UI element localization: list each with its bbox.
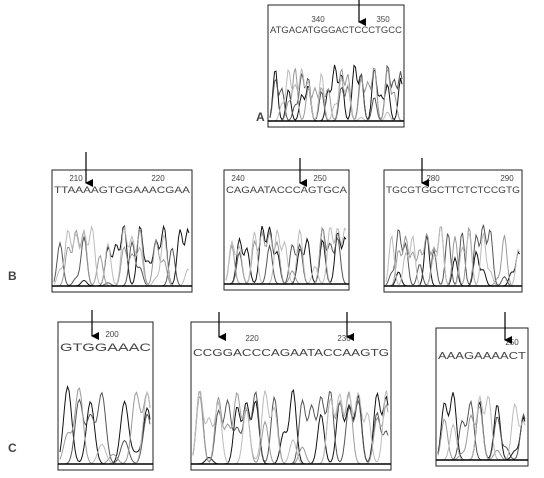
sequence: TGCGTGGCTTCTCTCCGTG [386, 185, 520, 195]
plot-frame [267, 4, 405, 128]
chromatogram: TTAAAAGTGGAAACGAA 210 220 [51, 169, 193, 293]
position-number: 220 [151, 174, 165, 183]
sequence: ATGACATGGGACTCCCTGCC [270, 25, 403, 35]
plot-frame [383, 169, 523, 293]
arrows [85, 0, 512, 344]
panel-label: C [8, 441, 17, 455]
position-number: 210 [69, 174, 83, 183]
position-number: 350 [376, 15, 390, 24]
panel-label: B [8, 269, 17, 283]
chromatogram: TGCGTGGCTTCTCTCCGTG 280 290 [383, 169, 523, 293]
trace [385, 224, 520, 287]
chromatogram: AAAGAAAACT 250 [435, 327, 529, 467]
position-number: 280 [426, 174, 440, 183]
chromatogram: CCGGACCCAGAATACCAAGTG 220 230 [190, 321, 392, 471]
plot-frame [223, 169, 350, 291]
trace [269, 64, 403, 122]
sequence: TTAAAAGTGGAAACGAA [54, 185, 190, 195]
trace [226, 227, 347, 285]
sequence: GTGGAAAC [60, 342, 151, 354]
trace [270, 67, 403, 122]
position-number: 290 [500, 174, 514, 183]
position-number: 250 [313, 174, 327, 183]
trace [54, 228, 189, 287]
sequence: CAGAATACCCAGTGCA [226, 185, 347, 195]
trace [59, 387, 151, 465]
panel-label: A [256, 110, 265, 124]
position-number: 240 [231, 174, 245, 183]
trace [386, 226, 520, 287]
position-number: 200 [105, 330, 119, 339]
position-number: 250 [505, 338, 519, 347]
plot-frame [435, 327, 529, 467]
trace [225, 227, 347, 285]
sequence: AAAGAAAACT [438, 351, 526, 362]
sequence: CCGGACCCAGAATACCAAGTG [193, 348, 389, 359]
chromatogram: GTGGAAAC 200 [57, 321, 154, 471]
chromatogram: CAGAATACCCAGTGCA 240 250 [223, 169, 350, 291]
position-number: 230 [337, 334, 351, 343]
trace [438, 394, 526, 461]
trace [269, 64, 403, 122]
position-number: 340 [311, 15, 325, 24]
position-number: 220 [245, 334, 259, 343]
trace [53, 225, 190, 287]
trace [192, 390, 389, 465]
plot-frame [190, 321, 392, 471]
